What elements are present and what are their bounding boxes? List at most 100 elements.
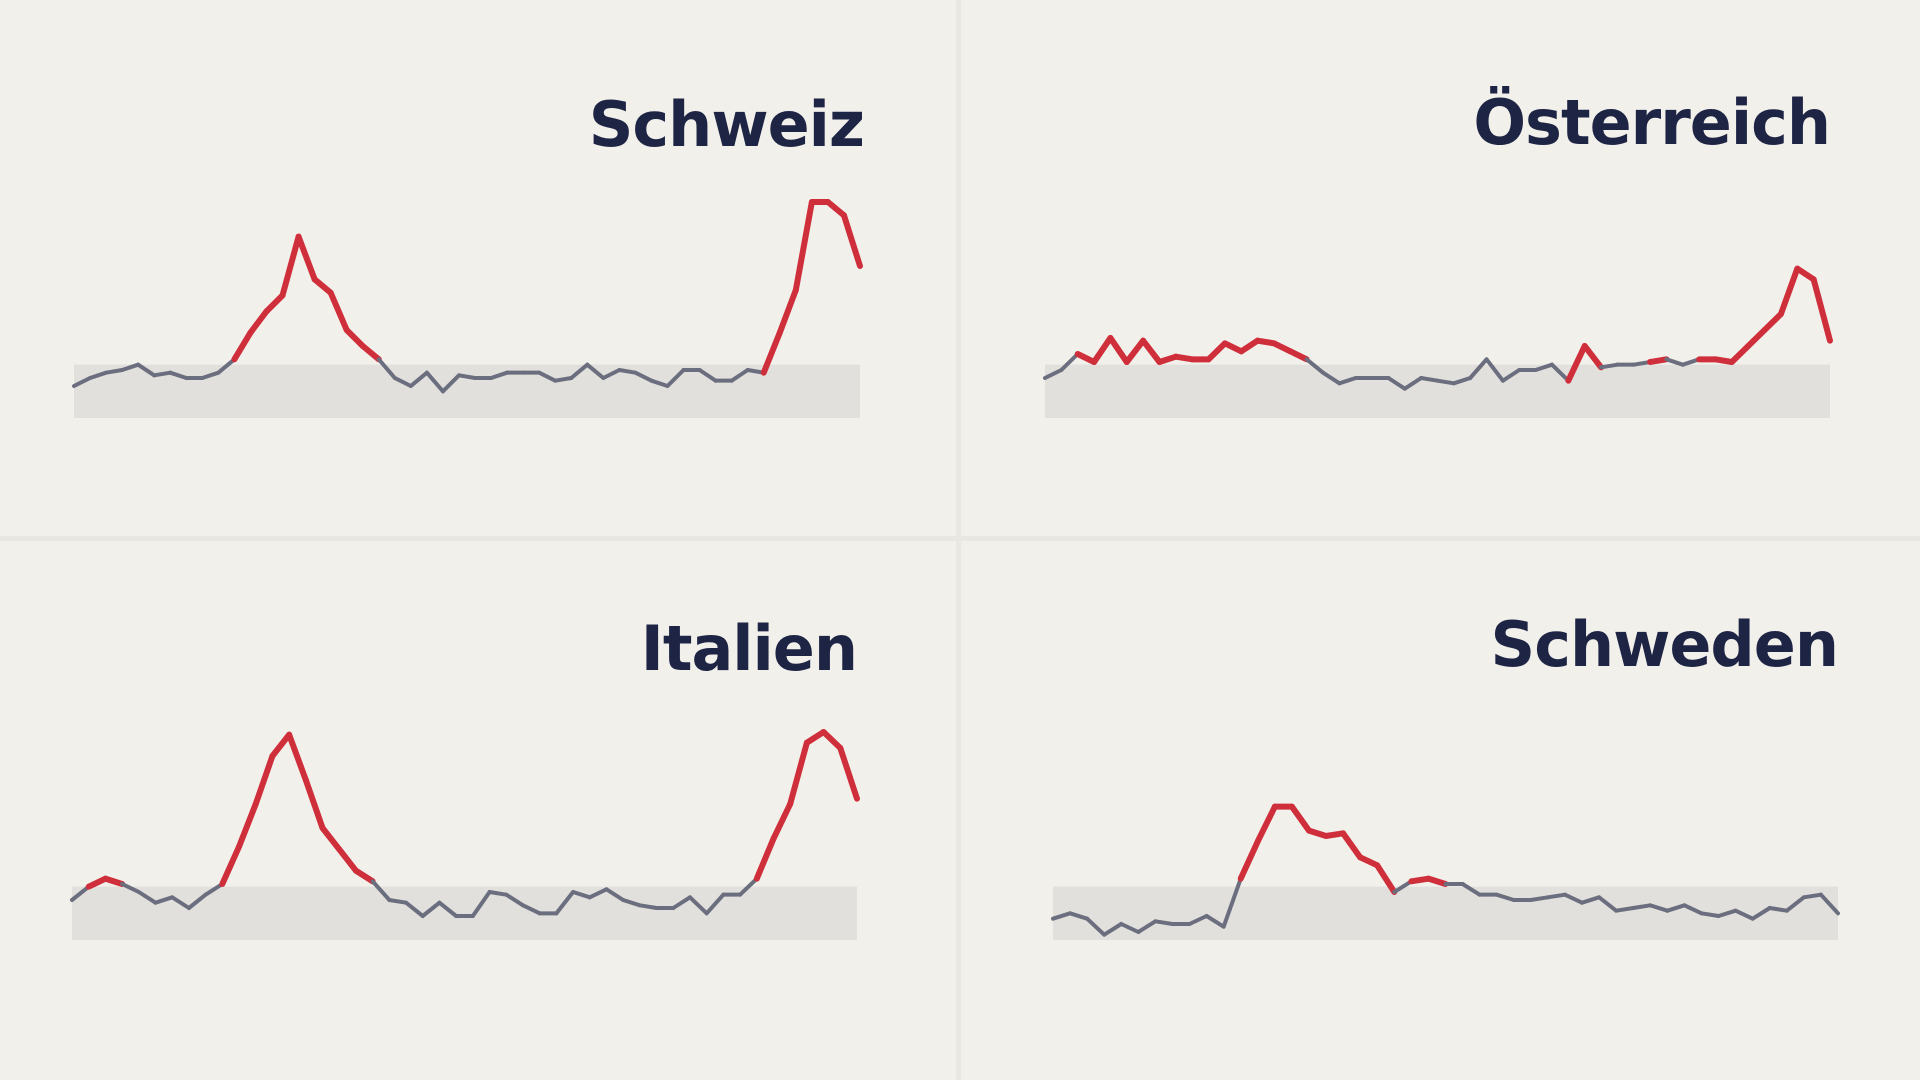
line-chart-oesterreich — [1043, 265, 1833, 418]
line-segment — [1187, 914, 1209, 926]
excess-line-segment — [269, 731, 293, 759]
line-segment — [1321, 370, 1342, 386]
line-segment — [370, 879, 392, 902]
line-segment — [1533, 362, 1554, 372]
line-segment — [489, 370, 510, 380]
excess-line-segment — [236, 801, 259, 850]
panel-italien: Italien — [70, 600, 860, 1030]
excess-line-segment — [85, 875, 109, 890]
line-segment — [70, 884, 91, 902]
excess-line-segment — [319, 825, 343, 853]
line-segment — [571, 890, 592, 900]
line-segment — [1392, 879, 1414, 894]
normal-range-band — [74, 364, 860, 418]
line-segment — [136, 362, 157, 378]
excess-line-segment — [1288, 803, 1312, 834]
line-segment — [1767, 906, 1789, 913]
excess-line-segment — [1091, 335, 1114, 365]
line-segment — [1419, 376, 1440, 383]
excess-line-segment — [1340, 830, 1364, 861]
line-segment — [120, 882, 141, 894]
line-segment — [738, 876, 759, 897]
line-segment — [440, 373, 461, 394]
line-segment — [671, 895, 692, 910]
line-segment — [1494, 892, 1516, 902]
excess-line-segment — [1205, 340, 1228, 363]
excess-line-segment — [792, 199, 815, 293]
panel-title: Italien — [640, 612, 858, 685]
excess-line-segment — [760, 329, 783, 376]
panel-title: Österreich — [1473, 86, 1831, 159]
excess-line-segment — [286, 731, 309, 783]
line-segment — [1119, 922, 1141, 934]
line-segment — [1386, 376, 1407, 391]
line-segment — [587, 887, 609, 900]
line-segment — [1051, 911, 1073, 921]
line-segment — [1500, 368, 1522, 383]
line-segment — [1562, 892, 1585, 905]
line-segment — [456, 373, 478, 380]
excess-line-segment — [1425, 875, 1449, 887]
line-segment — [376, 357, 397, 380]
line-segment — [1699, 911, 1721, 918]
excess-line-segment — [1565, 343, 1588, 384]
excess-line-segment — [1745, 327, 1768, 349]
excess-line-segment — [359, 343, 382, 363]
panel-oesterreich: Österreich — [1043, 78, 1833, 508]
excess-line-segment — [803, 729, 827, 746]
line-segment — [1528, 895, 1550, 902]
line-segment — [1801, 892, 1823, 900]
line-segment — [617, 368, 638, 375]
excess-line-segment — [327, 289, 350, 333]
line-segment — [1599, 362, 1620, 370]
line-segment — [136, 890, 158, 905]
line-segment — [1136, 919, 1158, 934]
excess-line-segment — [102, 875, 126, 887]
line-segment — [1451, 376, 1473, 386]
excess-line-segment — [1270, 340, 1294, 355]
line-segment — [1716, 908, 1738, 918]
excess-line-segment — [1123, 337, 1147, 365]
excess-line-segment — [837, 745, 860, 802]
line-segment — [1664, 357, 1685, 367]
line-segment — [424, 370, 445, 394]
line-segment — [637, 903, 659, 910]
panel-title: Schweiz — [588, 88, 865, 161]
line-segment — [601, 368, 622, 380]
line-segment — [1402, 376, 1424, 391]
line-segment — [1545, 892, 1567, 900]
line-segment — [1068, 911, 1090, 921]
line-segment — [120, 362, 141, 372]
line-segment — [585, 362, 606, 380]
excess-line-segment — [770, 801, 794, 842]
line-segment — [1614, 906, 1636, 913]
line-segment — [1304, 357, 1326, 375]
line-segment — [537, 370, 558, 383]
excess-line-segment — [311, 276, 334, 296]
line-segment — [1468, 357, 1489, 380]
line-segment — [1102, 922, 1124, 937]
line-segment — [408, 370, 429, 388]
line-segment — [633, 370, 654, 383]
excess-line-segment — [776, 287, 799, 336]
line-segment — [1665, 903, 1687, 913]
excess-line-segment — [840, 212, 863, 269]
excess-line-segment — [336, 846, 359, 874]
excess-line-segment — [820, 729, 844, 751]
excess-line-segment — [1238, 337, 1261, 355]
line-segment — [621, 898, 642, 908]
line-segment — [729, 368, 750, 383]
line-segment — [649, 378, 670, 388]
line-segment — [1221, 876, 1243, 929]
excess-line-segment — [279, 233, 302, 299]
line-segment — [1337, 376, 1358, 386]
excess-line-segment — [1140, 337, 1163, 365]
panel-schweiz: Schweiz — [72, 78, 865, 508]
line-segment — [387, 898, 409, 905]
excess-line-segment — [1107, 335, 1130, 365]
horizontal-divider — [0, 536, 1920, 541]
line-segment — [520, 903, 542, 916]
line-segment — [1460, 882, 1482, 897]
line-segment — [1059, 352, 1080, 372]
line-segment — [704, 892, 726, 916]
